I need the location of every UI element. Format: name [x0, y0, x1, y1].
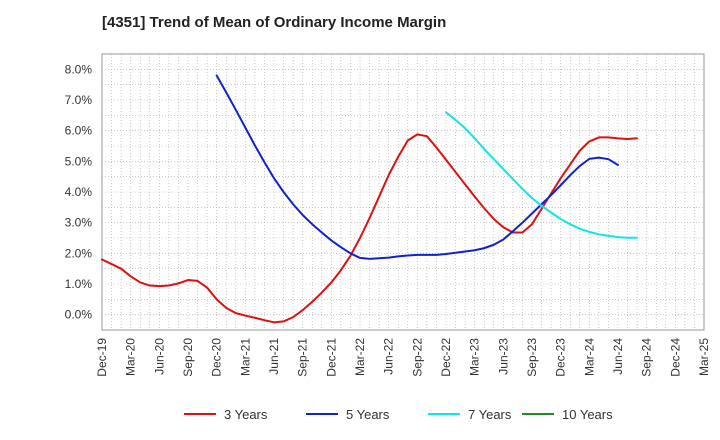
- y-tick-label: 8.0%: [65, 62, 93, 76]
- y-tick-label: 4.0%: [65, 185, 93, 199]
- x-tick-label: Mar-24: [582, 338, 596, 376]
- y-tick-label: 3.0%: [65, 216, 93, 230]
- y-tick-label: 2.0%: [65, 246, 93, 260]
- y-tick-label: 6.0%: [65, 124, 93, 138]
- y-tick-label: 0.0%: [65, 308, 93, 322]
- x-tick-label: Jun-24: [611, 338, 625, 375]
- x-tick-label: Dec-19: [95, 338, 109, 377]
- x-tick-label: Mar-22: [353, 338, 367, 376]
- x-tick-label: Sep-23: [525, 338, 539, 377]
- x-tick-label: Sep-20: [181, 338, 195, 377]
- legend-label-10-years: 10 Years: [562, 407, 613, 422]
- chart-title: [4351] Trend of Mean of Ordinary Income …: [102, 14, 447, 31]
- legend-label-5-years: 5 Years: [346, 407, 390, 422]
- x-tick-label: Mar-21: [238, 338, 252, 376]
- x-tick-label: Mar-20: [124, 338, 138, 376]
- x-tick-label: Jun-20: [152, 338, 166, 375]
- y-tick-label: 1.0%: [65, 277, 93, 291]
- x-tick-label: Dec-23: [554, 338, 568, 377]
- x-tick-label: Jun-23: [496, 338, 510, 375]
- x-tick-label: Sep-21: [296, 338, 310, 377]
- y-tick-label: 7.0%: [65, 93, 93, 107]
- legend-label-7-years: 7 Years: [468, 407, 512, 422]
- x-tick-label: Jun-21: [267, 338, 281, 375]
- x-tick-label: Dec-22: [439, 338, 453, 377]
- series-line-5-years: [215, 74, 619, 260]
- x-tick-label: Dec-20: [210, 338, 224, 377]
- legend-label-3-years: 3 Years: [224, 407, 268, 422]
- y-tick-label: 5.0%: [65, 154, 93, 168]
- x-tick-label: Mar-25: [697, 338, 711, 376]
- series-line-7-years: [445, 111, 639, 239]
- x-tick-label: Jun-22: [382, 338, 396, 375]
- x-tick-label: Dec-21: [324, 338, 338, 377]
- x-tick-label: Sep-24: [640, 338, 654, 377]
- x-tick-label: Dec-24: [668, 338, 682, 377]
- x-tick-label: Mar-23: [468, 338, 482, 376]
- x-tick-label: Sep-22: [410, 338, 424, 377]
